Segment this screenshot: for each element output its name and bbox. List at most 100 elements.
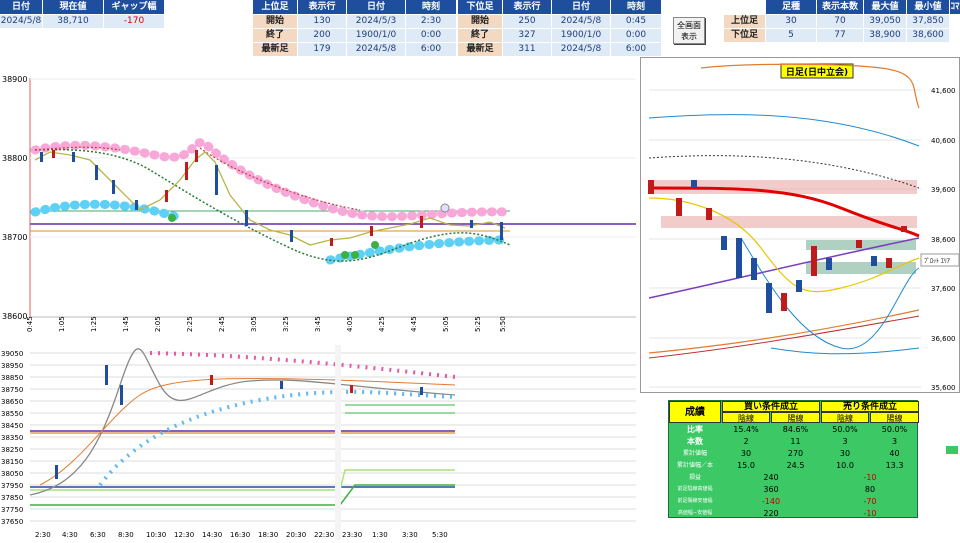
summary-foot-value: 5 (766, 29, 816, 42)
lower-row-time: 6:00 (611, 43, 661, 56)
lower-chart[interactable]: 39050 38950 38850 38750 38650 38550 3845… (0, 345, 636, 540)
summary-row-label: 上位足 (724, 15, 765, 28)
summary-row-label: 下位足 (724, 29, 765, 42)
lower-row-value[interactable]: 250 (503, 15, 551, 28)
sell-yin: 陰線 (821, 412, 869, 423)
stats-value: 15.4% (733, 425, 759, 434)
x-tick: 1:45 (122, 316, 130, 332)
upper-dotted-band (34, 146, 361, 211)
price-header: 現在値 (43, 0, 103, 14)
upper-row-time: 2:30 (406, 15, 456, 28)
lower-row-date: 1900/1/0 (552, 29, 610, 42)
y-tick: 38150 (1, 458, 23, 466)
stats-value: 30 (839, 449, 851, 458)
upper-row-value: 179 (298, 43, 346, 56)
stats-value: 24.5 (786, 461, 805, 470)
stats-value: 50.0% (881, 425, 908, 434)
lower-disp-header: 表示行 (503, 0, 551, 14)
stats-label: 累計値幅 (682, 450, 707, 457)
upper-row-value[interactable]: 130 (298, 15, 346, 28)
gap-header: ギャップ幅 (104, 0, 164, 14)
lower-row-label: 終了 (458, 29, 502, 42)
stats-value: 84.6% (782, 425, 809, 434)
summary-min-value: 37,850 (907, 15, 949, 28)
stats-merged-value: 80 (864, 485, 876, 494)
y-tick: 38950 (1, 362, 23, 370)
daily-title: 日足(日中立会) (786, 66, 848, 78)
stats-value: 270 (787, 449, 804, 458)
y-tick: 38900 (2, 75, 27, 84)
x-tick: 4:05 (346, 316, 354, 332)
x-tick: 3:45 (314, 316, 322, 332)
upper-row-time: 6:00 (406, 43, 456, 56)
stats-label: 高値幅−安値幅 (677, 510, 713, 516)
y-tick: 37,600 (931, 285, 956, 293)
main-chart-svg: 38900 38800 38700 38600 (2, 75, 636, 332)
lower-date-header: 日付 (552, 0, 610, 14)
x-tick: 4:30 (62, 531, 78, 539)
lower-row-time: 0:45 (611, 15, 661, 28)
lower-row-time: 0:00 (611, 29, 661, 42)
summary-max-header: 最大値 (864, 0, 906, 14)
stats-label: 本数 (687, 437, 703, 446)
stats-value: 10.0 (836, 461, 854, 470)
stats-merged-value: -140 (761, 497, 781, 506)
y-tick: 38650 (1, 398, 23, 406)
x-tick: 16:30 (230, 531, 250, 539)
summary-count-value: 70 (817, 15, 863, 28)
upper-disp-header: 表示行 (298, 0, 346, 14)
y-tick: 38550 (1, 410, 23, 418)
sell-header: 売り条件成立 (821, 401, 919, 412)
y-tick: 40,600 (931, 137, 956, 145)
x-tick: 5:25 (474, 316, 482, 332)
fullscreen-label-2: 表示 (681, 32, 697, 41)
y-tick: 38750 (1, 386, 23, 394)
lower-chart-svg: 39050 38950 38850 38750 38650 38550 3845… (1, 345, 636, 540)
y-tick: 38850 (1, 374, 23, 382)
y-tick: 38600 (2, 312, 27, 321)
daily-chart[interactable]: 日足(日中立会) 41,600 40,600 39,600 38,600 37,… (640, 57, 960, 393)
fullscreen-label-1: 全画面 (677, 21, 701, 30)
lower-row-date: 2024/5/8 (552, 15, 610, 28)
x-tick: 20:30 (286, 531, 306, 539)
summary-foot-value: 30 (766, 15, 816, 28)
x-tick: 10:30 (146, 531, 166, 539)
x-tick: 14:30 (202, 531, 222, 539)
y-tick: 39,600 (931, 186, 956, 194)
lower-row-value[interactable]: 327 (503, 29, 551, 42)
stats-merged-value: -10 (863, 473, 877, 482)
y-tick: 35,600 (931, 384, 956, 392)
lower-row-value: 311 (503, 43, 551, 56)
lower-row-label: 開始 (458, 15, 502, 28)
x-tick: 5:50 (499, 316, 507, 332)
stats-value: 2 (743, 437, 749, 446)
stats-merged-value: 240 (763, 473, 779, 482)
y-tick: 41,600 (931, 87, 956, 95)
y-tick: 38800 (2, 154, 27, 163)
fullscreen-button[interactable]: 全画面 表示 (673, 17, 705, 44)
upper-row-date: 2024/5/3 (347, 15, 405, 28)
x-tick: 1:05 (58, 316, 66, 332)
upper-row-time: 0:00 (406, 29, 456, 42)
stats-label: 累計値幅／本 (676, 462, 713, 469)
x-tick: 1:30 (372, 531, 388, 539)
stats-value: 30 (740, 449, 752, 458)
stats-merged-value: 360 (763, 485, 779, 494)
y-tick: 37950 (1, 482, 23, 490)
y-tick: 37850 (1, 494, 23, 502)
summary-count-value: 77 (817, 29, 863, 42)
candles (40, 150, 503, 246)
x-tick: 2:25 (186, 316, 194, 332)
y-tick: 39050 (1, 350, 23, 358)
lower-row-date: 2024/5/8 (552, 43, 610, 56)
y-tick: 37750 (1, 506, 23, 514)
upper-row-value[interactable]: 200 (298, 29, 346, 42)
main-chart[interactable]: 38900 38800 38700 38600 (0, 70, 636, 340)
upper-row-label: 終了 (253, 29, 297, 42)
summary-max-value: 38,900 (864, 29, 906, 42)
price-value: 38,710 (43, 15, 103, 28)
lower-row-label: 最新足 (458, 43, 502, 56)
buy-header: 買い条件成立 (722, 401, 820, 412)
stats-value: 3 (891, 437, 898, 446)
x-tick: 4:25 (378, 316, 386, 332)
